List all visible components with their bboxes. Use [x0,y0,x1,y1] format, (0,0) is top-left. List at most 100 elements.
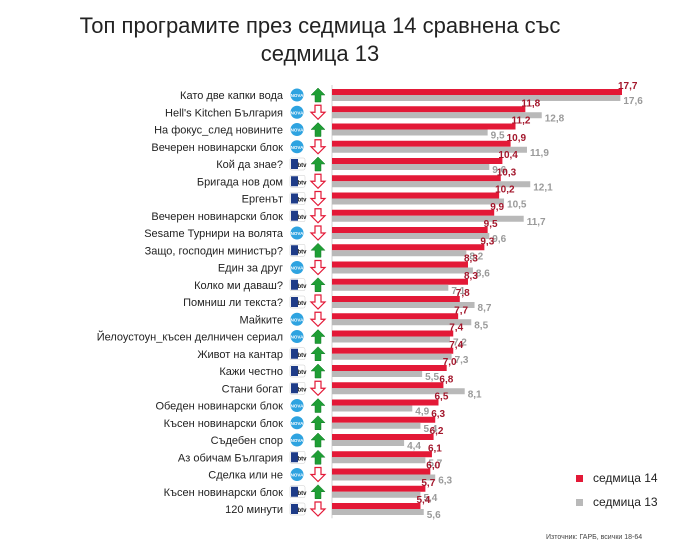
trend-down-arrow-icon [309,311,327,328]
bar-week13 [332,491,421,498]
nova-logo-icon [290,88,304,102]
legend-label-week13: седмица 13 [593,495,658,509]
nova-logo-icon [290,105,304,119]
data-label-week13: 11,7 [527,217,546,228]
bar-week13 [332,129,488,136]
category-label: 120 минути [225,504,283,516]
category-label: Вечерен новинарски блок [151,142,283,154]
btv-logo-text: btv [298,249,308,255]
data-label-week13: 5,7 [428,458,442,469]
bar-week13 [332,215,524,222]
btv-logo-box [291,297,298,307]
bar-week14 [332,416,436,423]
category-label: Стани богат [222,383,283,395]
bar-week13 [332,267,473,274]
category-label: Обеден новинарски блок [155,401,283,413]
category-label: Помниш ли текста? [183,297,283,309]
data-label-week13: 9,5 [491,131,505,142]
nova-logo-text: NOVA [291,145,304,150]
nova-logo-text: NOVA [291,110,304,115]
trend-down-arrow-icon [309,190,327,207]
btv-logo-box [291,348,298,359]
btv-logo-box [291,176,298,187]
btv-logo-text: btv [298,198,308,204]
bar-week13 [332,181,531,188]
bar-week14 [332,175,501,182]
nova-logo-text: NOVA [291,335,304,340]
data-label-week13: 10,5 [507,200,527,211]
nova-logo-icon [290,468,304,481]
trend-up-arrow-icon [310,449,326,465]
btv-logo-text: btv [298,370,308,376]
btv-logo-box [291,504,298,514]
btv-logo-box [291,245,298,256]
btv-logo-text: btv [298,491,308,497]
btv-logo-text: btv [298,284,308,290]
bar-week14 [332,382,444,389]
nova-logo-icon [290,416,304,430]
trend-down-arrow-icon [309,225,327,241]
data-label-week14: 5,4 [416,495,430,506]
category-label: Късен новинарски блок [164,487,284,499]
bar-week13 [332,198,505,205]
btv-logo-box [291,486,298,497]
nova-logo-icon [290,140,304,154]
trend-up-arrow-icon [310,363,326,379]
data-label-week13: 17,6 [623,96,643,107]
data-label-week14: 7,7 [454,305,468,316]
btv-logo-text: btv [298,508,308,514]
trend-down-arrow-icon [309,173,327,190]
data-label-week14: 9,9 [490,202,504,213]
data-label-week13: 12,8 [545,113,565,124]
data-label-week14: 5,7 [421,478,435,489]
data-label-week13: 8,7 [478,303,492,314]
data-label-week13: 5,5 [425,372,439,383]
bar-week14 [332,278,468,285]
btv-logo-text: btv [298,456,308,462]
data-label-week13: 7,1 [451,286,465,297]
nova-logo-text: NOVA [291,266,304,271]
data-label-week14: 6,8 [439,374,453,385]
data-label-week13: 7,2 [453,338,467,349]
bar-week13 [332,146,527,153]
category-label: Аз обичам България [178,452,283,464]
bar-week14 [332,192,500,199]
data-label-week13: 8,2 [469,251,483,262]
data-label-week14: 10,4 [498,150,518,161]
category-label: Вечерен новинарски блок [151,211,283,223]
legend-item-week13: седмица 13 [576,490,658,514]
category-label: Сделка или не [208,470,283,482]
bar-week14 [332,209,495,216]
bar-week13 [332,319,472,326]
data-label-week13: 9,6 [492,165,506,176]
data-label-week14: 11,2 [512,116,531,127]
bar-week13 [332,457,426,464]
data-label-week14: 17,7 [618,81,638,92]
data-label-week14: 10,2 [495,185,515,196]
bar-week13 [332,336,450,343]
trend-up-arrow-icon [310,87,326,103]
data-label-week14: 6,1 [428,443,442,454]
bar-week14 [332,227,488,233]
bar-week13 [332,302,475,308]
data-label-week13: 5,4 [423,424,437,435]
data-label-week14: 6,5 [434,392,448,403]
category-label: Hell's Kitchen България [165,107,283,119]
trend-up-arrow-icon [310,156,326,172]
trend-down-arrow-icon [309,139,327,155]
bar-week14 [332,89,622,95]
data-label-week14: 7,8 [456,288,470,299]
bar-week13 [332,95,621,101]
bar-week13 [332,353,452,360]
bar-week13 [332,371,423,377]
trend-down-arrow-icon [309,380,327,397]
btv-logo-box [291,210,298,221]
legend-swatch-week13 [576,498,583,506]
trend-down-arrow-icon [309,104,327,121]
bar-week13 [332,388,465,395]
trend-down-arrow-icon [309,501,327,517]
data-label-week14: 9,3 [480,236,494,247]
nova-logo-text: NOVA [291,317,304,322]
chart-title-line-1: Топ програмите през седмица 14 сравнена … [79,13,561,38]
data-label-week13: 8,6 [476,269,490,280]
